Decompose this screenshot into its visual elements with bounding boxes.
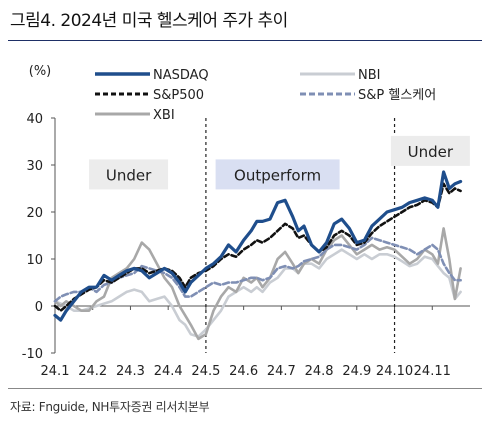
y-tick-label: 0 xyxy=(35,300,43,315)
y-unit-label: (%) xyxy=(29,64,52,79)
annotation-box xyxy=(89,159,169,190)
y-tick-label: 30 xyxy=(26,159,43,174)
legend-label-4: XBI xyxy=(153,108,175,123)
x-tick-label: 24.7 xyxy=(267,364,296,379)
footer-rule xyxy=(8,388,482,389)
title-rule xyxy=(8,40,482,41)
legend: NASDAQ NBI S&P500 S&P 헬스케어 XBI xyxy=(95,68,436,123)
series-line-4 xyxy=(53,227,462,341)
annotation-label: Under xyxy=(106,166,152,184)
legend-label-2: S&P500 xyxy=(153,88,204,103)
x-tick-label: 24.10 xyxy=(376,364,413,379)
series-line-2 xyxy=(53,182,462,313)
x-tick-label: 24.2 xyxy=(78,364,107,379)
y-tick-label: -10 xyxy=(22,347,43,362)
annotation-label: Outperform xyxy=(234,166,321,184)
annotation-box xyxy=(390,135,470,166)
x-tick-label: 24.5 xyxy=(191,364,220,379)
legend-label-1: NBI xyxy=(358,68,380,83)
y-tick-label: 10 xyxy=(26,253,43,268)
legend-label-0: NASDAQ xyxy=(153,68,209,83)
series-line-0 xyxy=(53,170,463,322)
x-tick-label: 24.4 xyxy=(154,364,183,379)
series-lines xyxy=(53,170,463,341)
line-chart: (%) -10 0 10 20 30 40 24.1 24.2 24.3 24.4 24.5 24.6 2… xyxy=(22,64,470,379)
x-tick-label: 24.8 xyxy=(305,364,334,379)
x-tick-label: 24.3 xyxy=(116,364,145,379)
x-tick-label: 24.9 xyxy=(342,364,371,379)
annotation-label: Under xyxy=(408,143,454,161)
annotation-box xyxy=(215,159,340,190)
series-line-3 xyxy=(53,236,462,303)
legend-label-3: S&P 헬스케어 xyxy=(358,88,436,103)
series-line-1 xyxy=(53,248,462,338)
figure-title: 그림4. 2024년 미국 헬스케어 주가 추이 xyxy=(10,11,288,31)
x-tick-label: 24.6 xyxy=(229,364,258,379)
axes: (%) -10 0 10 20 30 40 24.1 24.2 24.3 24.4 24.5 24.6 2… xyxy=(22,64,470,379)
source-note: 자료: Fnguide, NH투자증권 리서치본부 xyxy=(10,400,210,414)
y-tick-label: 40 xyxy=(26,112,43,127)
x-tick-label: 24.1 xyxy=(41,364,70,379)
y-tick-label: 20 xyxy=(26,206,43,221)
x-tick-label: 24.11 xyxy=(414,364,451,379)
period-annotations: Under Outperform Under xyxy=(89,135,470,190)
